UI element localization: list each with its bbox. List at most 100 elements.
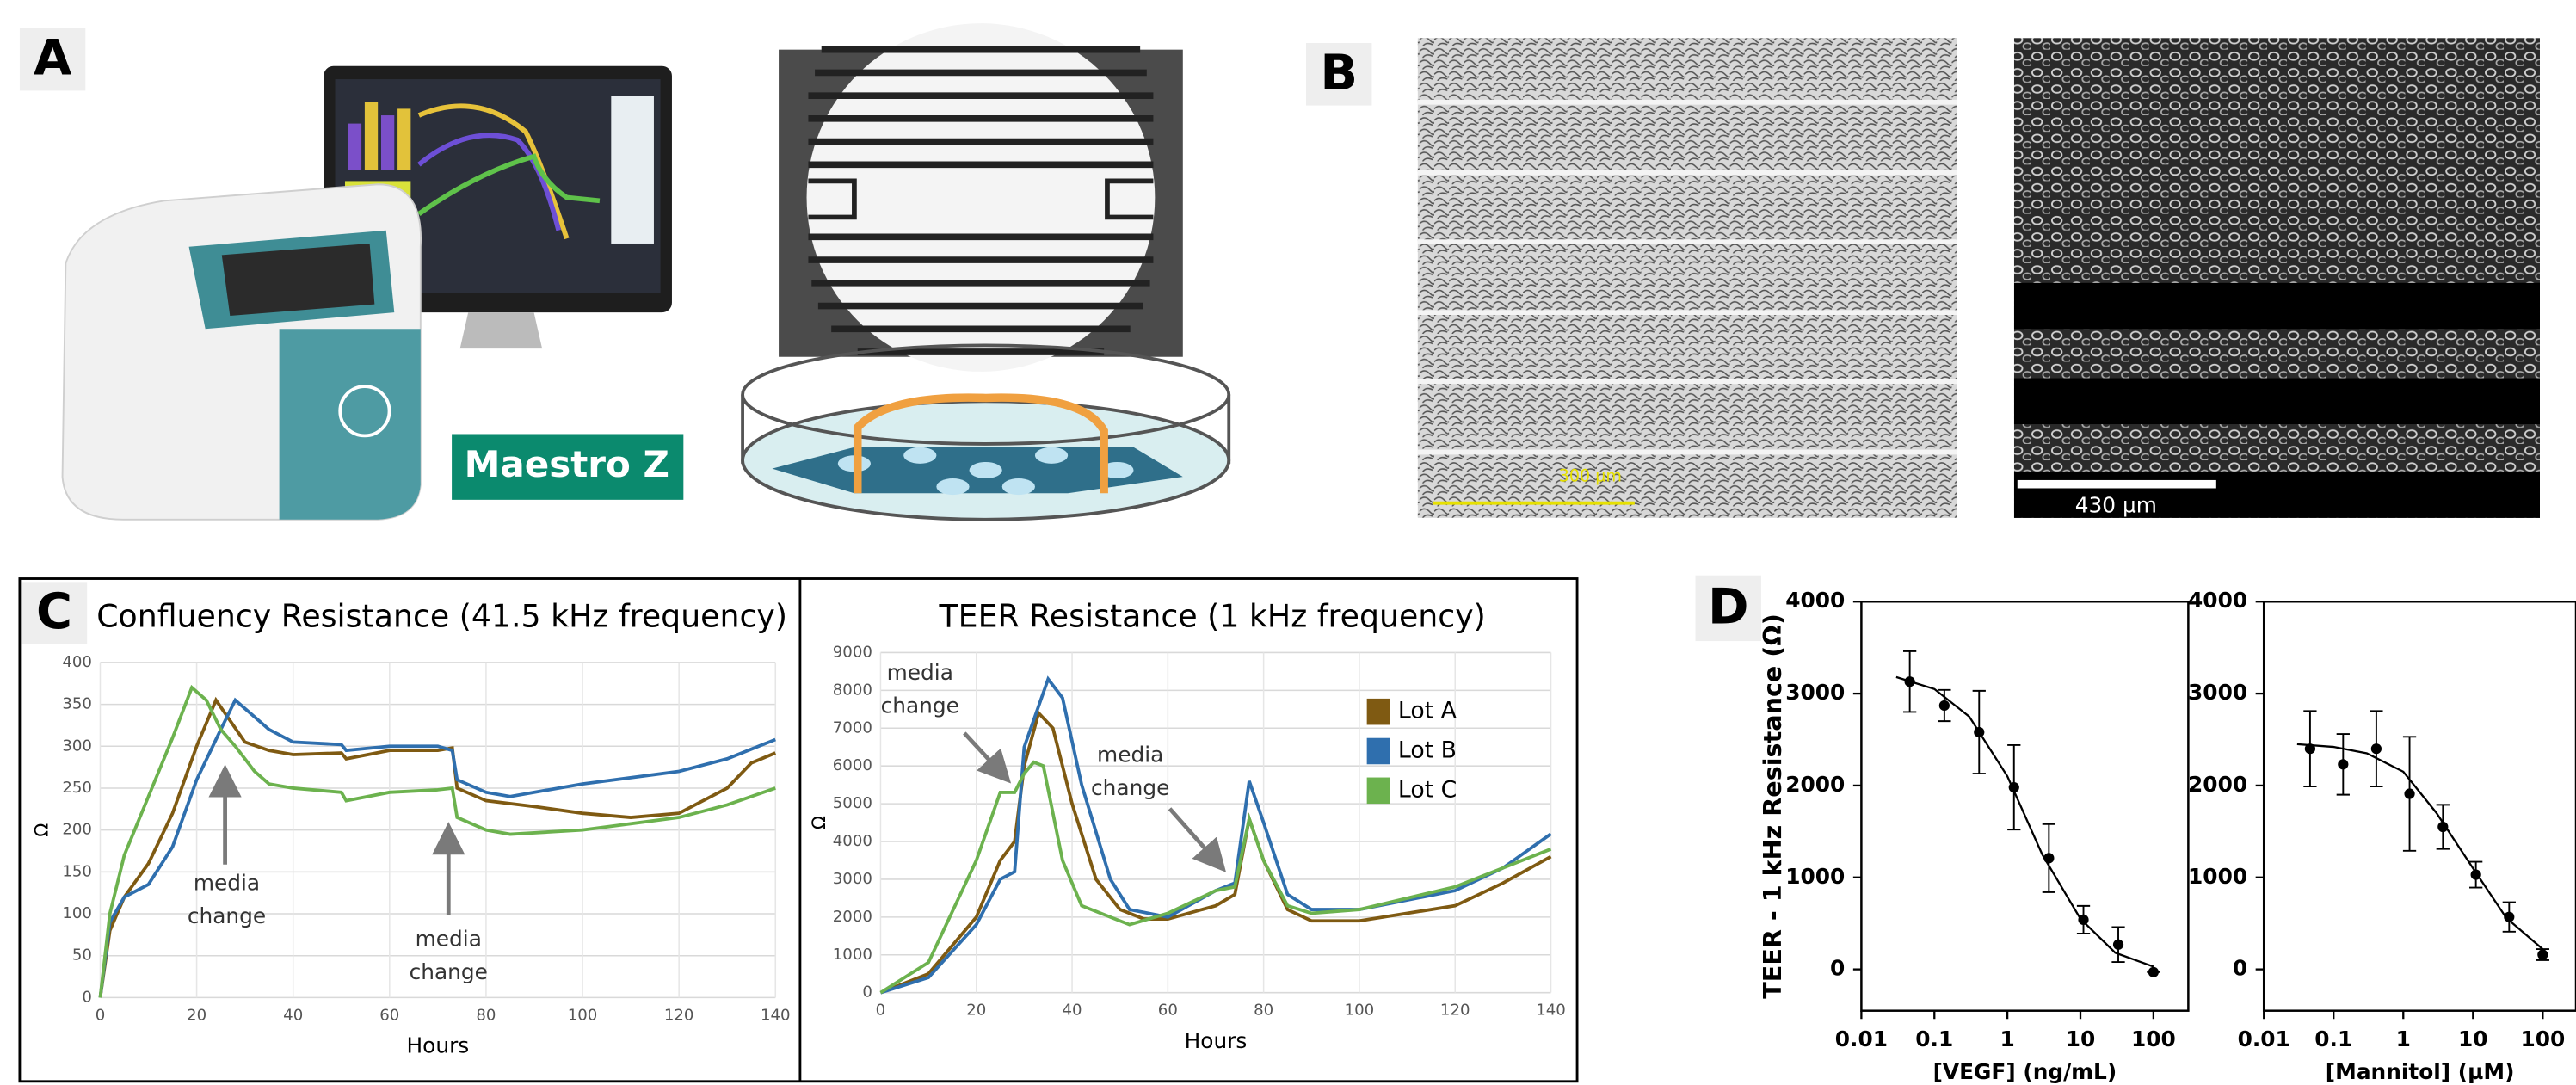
- data-point: [1904, 676, 1915, 687]
- x-tick-label: 10: [2066, 1026, 2096, 1051]
- annotation: media: [1097, 743, 1163, 768]
- y-axis-label: Ω: [32, 823, 52, 837]
- y-axis-label: TEER - 1 kHz Resistance (Ω): [1758, 613, 1787, 999]
- legend-label: Lot C: [1398, 776, 1457, 803]
- fit-curve: [1895, 675, 2154, 968]
- x-tick-label: 100: [568, 1006, 598, 1024]
- x-tick-label: 0.1: [1915, 1026, 1953, 1051]
- y-tick-label: 3000: [1785, 680, 1845, 705]
- series-line: [98, 697, 776, 998]
- y-tick-label: 2000: [833, 908, 872, 926]
- x-tick-label: 140: [1536, 1002, 1566, 1020]
- x-tick-label: 1: [2000, 1026, 2015, 1051]
- y-tick-label: 150: [62, 862, 92, 880]
- x-tick-label: 20: [187, 1006, 206, 1024]
- x-tick-label: 0.01: [1835, 1026, 1888, 1051]
- x-tick-label: 40: [1063, 1002, 1082, 1020]
- x-tick-label: 100: [1345, 1002, 1375, 1020]
- fit-curve: [2296, 743, 2544, 950]
- y-tick-label: 2000: [2188, 772, 2247, 797]
- x-tick-label: 120: [1440, 1002, 1470, 1020]
- x-tick-label: 60: [379, 1006, 399, 1024]
- y-tick-label: 0: [2233, 956, 2247, 981]
- x-tick-label: 80: [1254, 1002, 1273, 1020]
- y-tick-label: 3000: [2188, 680, 2247, 705]
- y-tick-label: 3000: [833, 870, 872, 888]
- y-tick-label: 0: [1830, 956, 1845, 981]
- annotation-arrow: [1168, 807, 1227, 872]
- annotation: media: [416, 927, 482, 952]
- x-tick-label: 0: [876, 1002, 886, 1020]
- annotation-arrow: [963, 731, 1012, 784]
- x-axis-label: Hours: [407, 1033, 470, 1058]
- x-tick-label: 80: [476, 1006, 496, 1024]
- x-tick-label: 60: [1158, 1002, 1178, 1020]
- series-line: [879, 675, 1552, 995]
- x-tick-label: 120: [664, 1006, 694, 1024]
- y-tick-label: 8000: [833, 681, 872, 699]
- data-point: [2338, 759, 2349, 770]
- data-point: [1938, 700, 1950, 712]
- annotation: change: [188, 903, 266, 928]
- x-tick-label: 140: [761, 1006, 791, 1024]
- data-point: [2148, 966, 2159, 977]
- y-tick-label: 100: [62, 904, 92, 922]
- legend-swatch: [1366, 777, 1390, 805]
- y-tick-label: 200: [62, 821, 92, 839]
- x-axis-label: Hours: [1185, 1028, 1248, 1053]
- data-point: [2112, 939, 2124, 950]
- legend-swatch: [1366, 698, 1390, 725]
- data-point: [2008, 781, 2019, 793]
- scale-bar-label: 430 µm: [2075, 492, 2157, 517]
- x-tick-label: 0.01: [2238, 1026, 2290, 1051]
- chart-title: Confluency Resistance (41.5 kHz frequenc…: [96, 597, 787, 634]
- panel-a-illustration: Maestro Z: [61, 23, 1231, 521]
- annotation: media: [194, 871, 260, 896]
- x-tick-label: 20: [966, 1002, 986, 1020]
- data-point: [2078, 914, 2089, 926]
- panel-label: B: [1320, 44, 1358, 102]
- x-tick-label: 100: [2131, 1026, 2176, 1051]
- x-axis-label: [Mannitol] (µM): [2326, 1059, 2515, 1084]
- y-tick-label: 1000: [1785, 864, 1845, 889]
- y-tick-label: 6000: [833, 756, 872, 774]
- series-line: [98, 684, 776, 998]
- x-tick-label: 100: [2520, 1026, 2565, 1051]
- x-tick-label: 0: [96, 1006, 106, 1024]
- series-line: [98, 696, 776, 998]
- x-tick-label: 0.1: [2314, 1026, 2352, 1051]
- y-tick-label: 9000: [833, 643, 872, 661]
- device-label: Maestro Z: [465, 443, 669, 485]
- data-point: [2043, 853, 2055, 864]
- panel-c-frame: [18, 577, 1579, 1083]
- y-axis-label: Ω: [809, 816, 829, 829]
- scale-bar-label: 300 µm: [1559, 466, 1622, 486]
- x-tick-label: 1: [2396, 1026, 2411, 1051]
- y-tick-label: 0: [862, 983, 872, 1002]
- y-tick-label: 250: [62, 779, 92, 797]
- data-point: [2537, 949, 2548, 960]
- y-tick-label: 300: [62, 737, 92, 755]
- y-tick-label: 2000: [1785, 772, 1845, 797]
- data-point: [2470, 869, 2481, 880]
- legend-swatch: [1366, 737, 1390, 765]
- panel-labels: A B C D: [19, 28, 1761, 644]
- annotation: change: [1091, 775, 1169, 800]
- series-line: [879, 760, 1552, 995]
- y-tick-label: 350: [62, 695, 92, 713]
- y-tick-label: 50: [72, 946, 92, 965]
- data-point: [2404, 788, 2415, 799]
- plot-frame: [2262, 600, 2576, 1012]
- y-tick-label: 7000: [833, 718, 872, 737]
- annotation: change: [881, 693, 959, 718]
- x-axis-label: [VEGF] (ng/mL): [1933, 1059, 2117, 1084]
- data-point: [2437, 821, 2449, 833]
- data-point: [2304, 743, 2316, 755]
- data-point: [2370, 743, 2382, 755]
- plot-frame: [1860, 600, 2190, 1012]
- y-tick-label: 400: [62, 653, 92, 671]
- x-tick-label: 40: [283, 1006, 303, 1024]
- annotation: change: [410, 959, 488, 984]
- y-tick-label: 4000: [833, 832, 872, 850]
